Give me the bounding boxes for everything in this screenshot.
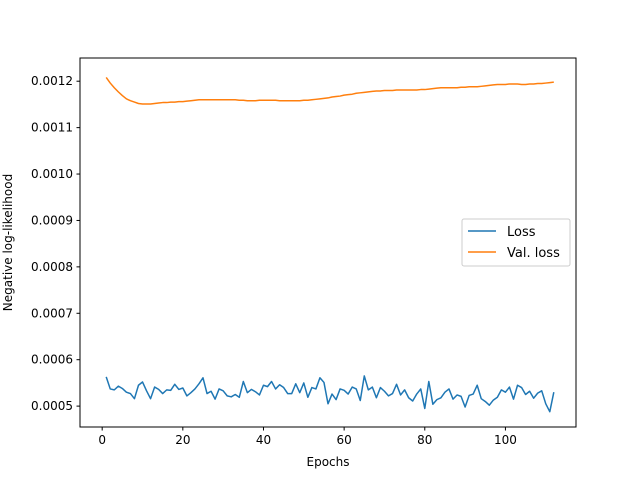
y-tick-label: 0.0007 (31, 306, 73, 320)
axes-frame (79, 57, 577, 428)
y-tick-label: 0.0011 (31, 121, 73, 135)
x-tick-label: 80 (417, 433, 432, 447)
y-tick-label: 0.0012 (31, 74, 73, 88)
x-tick-label: 100 (494, 433, 517, 447)
y-axis: 0.0005 0.0006 0.0007 0.0008 0.0009 0.0010 0.00… (31, 74, 80, 413)
y-tick-label: 0.0006 (31, 353, 73, 367)
legend: Loss Val. loss (461, 218, 571, 267)
x-axis-label: Epochs (307, 455, 350, 469)
y-axis-label: Negative log-likelihood (1, 174, 15, 311)
y-tick-label: 0.0008 (31, 260, 73, 274)
series-layer (105, 77, 555, 413)
y-tick-label: 0.0010 (31, 167, 73, 181)
series-line-val-loss (105, 77, 554, 105)
y-tick-label: 0.0009 (31, 213, 73, 227)
y-tick-label: 0.0005 (31, 399, 73, 413)
x-tick-label: 40 (256, 433, 271, 447)
x-tick-label: 20 (175, 433, 190, 447)
x-tick-label: 0 (98, 433, 106, 447)
legend-label-val-loss: Val. loss (507, 246, 560, 261)
x-tick-label: 60 (336, 433, 351, 447)
series-line-loss (105, 375, 555, 413)
x-axis: 0 20 40 60 80 100 (98, 427, 517, 447)
plot-area (79, 57, 577, 428)
legend-label-loss: Loss (507, 225, 536, 240)
